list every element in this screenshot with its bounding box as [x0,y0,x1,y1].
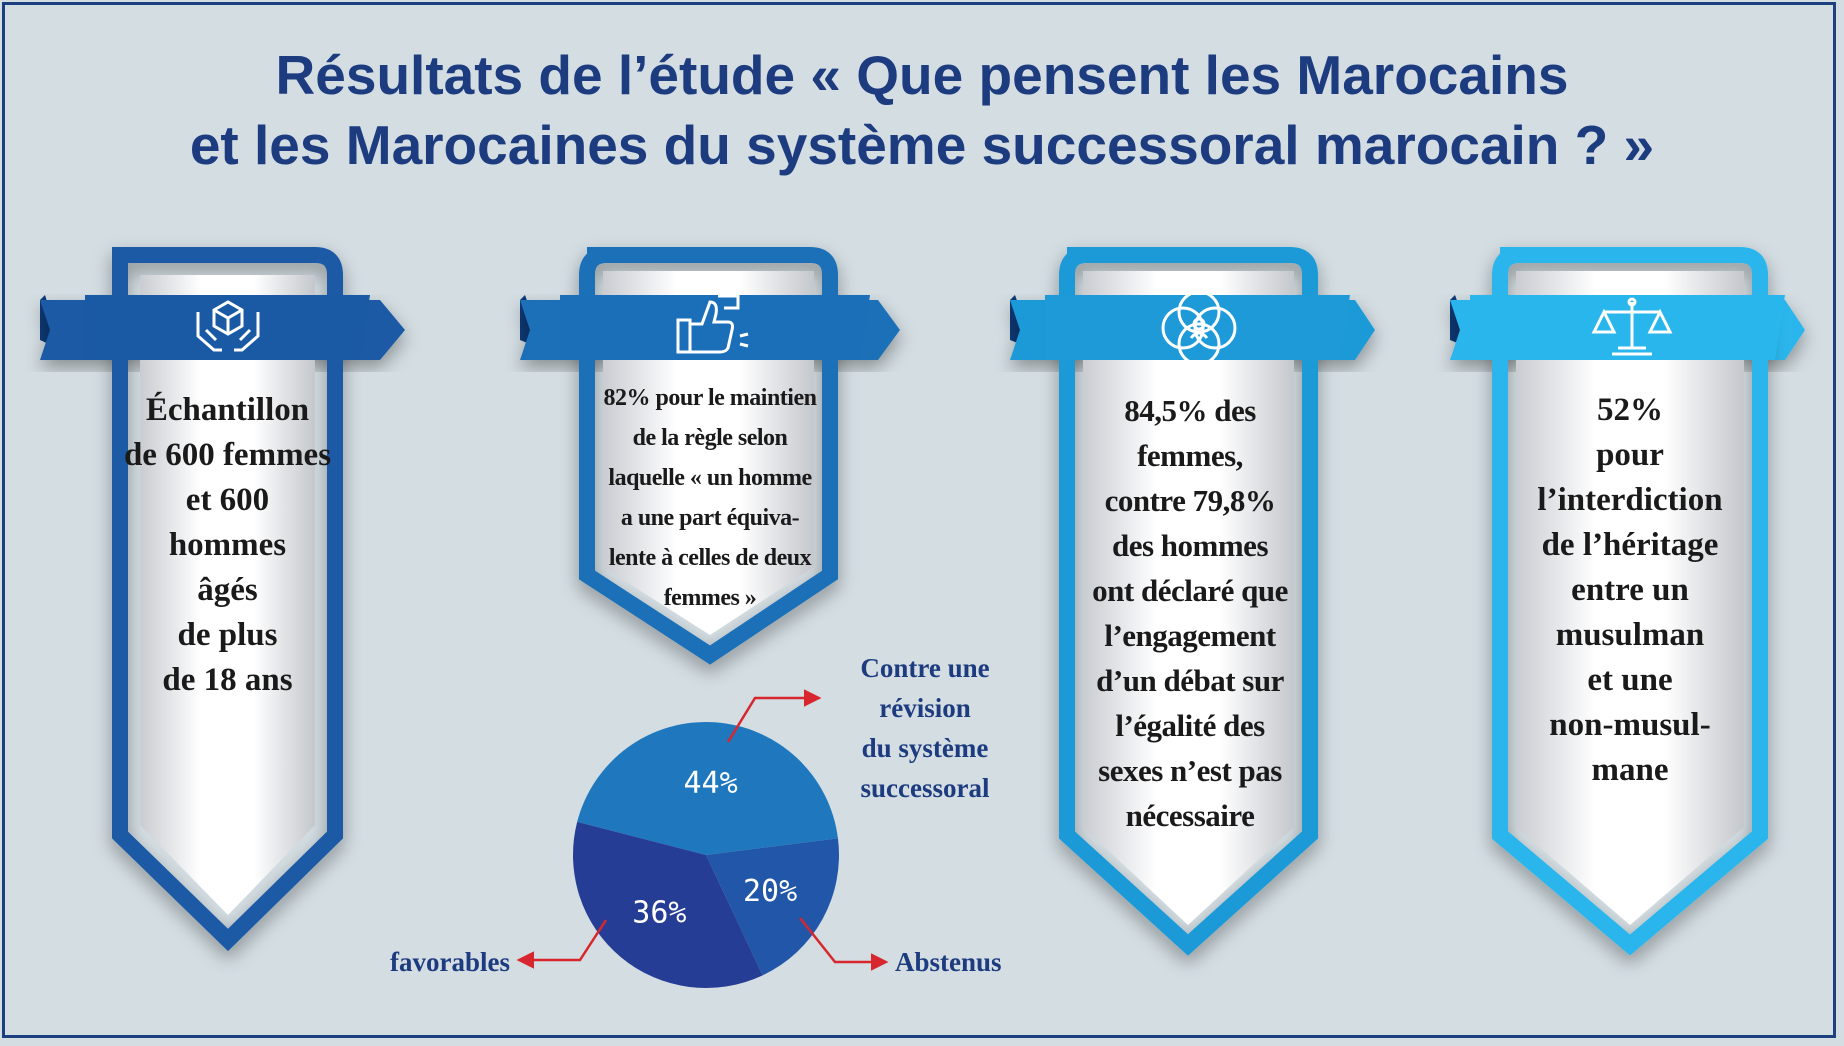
card-1-line: de plus [177,617,278,653]
card-rule [520,247,900,665]
card-3-line: l’engagement [1104,618,1276,653]
card-4-line: non-musul- [1549,707,1711,743]
card-2-line: femmes » [663,585,757,611]
arrow-contre [726,689,822,743]
card-3-line: contre 79,8% [1104,483,1276,518]
pie-category-line: favorables [390,947,510,977]
pie-category-contre: Contre une révision du système successor… [830,648,1020,808]
card-body [603,271,814,635]
card-interfaith [1450,247,1805,956]
pie-category-abstenus: Abstenus [895,942,1045,982]
card-border [1059,247,1318,956]
card-sample [40,247,405,952]
arrow-abstenus [799,917,889,971]
scales-icon [1591,297,1673,356]
card-4-text: 52% pour l’interdiction de l’héritage en… [1505,388,1755,793]
card-1-line: et 600 [185,482,270,518]
card-3-line: nécessaire [1125,798,1255,833]
card-3-text: 84,5% des femmes, contre 79,8% des homme… [1065,388,1315,838]
pie-data-label: 44% [683,766,737,801]
card-3-line: sexes n’est pas [1098,753,1282,788]
pie-category-line: successoral [860,773,990,803]
pie-slice [706,838,839,976]
card-2-line: 82% pour le maintien [603,385,817,411]
card-border [579,247,838,665]
card-1-text: Échantillon de 600 femmes et 600 hommes … [100,388,355,703]
card-4-line: pour [1596,437,1664,473]
arrow-favorables [516,919,608,969]
card-4-line: musulman [1555,617,1705,653]
card-3-line: d’un débat sur [1096,663,1284,698]
card-border [1492,247,1768,956]
card-3-line: des hommes [1111,528,1269,563]
card-4-line: et une [1587,662,1673,698]
card-debate [1010,247,1375,956]
page-title: Résultats de l’étude « Que pensent les M… [0,40,1844,180]
card-body [140,275,315,915]
ribbon-band [560,295,870,360]
pie-data-label: 20% [743,874,797,909]
card-2-line: lente à celles de deux [608,545,812,571]
ribbon-band [1470,295,1785,360]
card-border [112,247,343,952]
pie-category-line: du système [861,733,989,763]
card-4-line: mane [1591,752,1669,788]
pie-chart: 44% 20% 36% [573,722,839,988]
pie-slice [577,722,838,855]
card-1-line: Échantillon [145,392,310,428]
card-2-line: de la règle selon [632,425,788,451]
card-1-line: hommes [168,527,287,563]
card-2-line: laquelle « un homme [608,465,812,491]
pie-slice [573,821,763,988]
pie-category-favorables: favorables [360,942,510,982]
card-4-line: l’interdiction [1537,482,1723,518]
pie-data-label: 36% [632,895,686,930]
card-4-line: de l’héritage [1541,527,1719,563]
card-3-line: ont déclaré que [1092,573,1288,608]
card-1-line: de 600 femmes [123,437,332,473]
pie-category-line: Abstenus [895,947,1002,977]
card-body [1516,271,1744,925]
card-4-line: entre un [1571,572,1689,608]
title-line-1: Résultats de l’étude « Que pensent les M… [275,44,1569,106]
card-1-line: âgés [197,572,258,608]
title-line-2: et les Marocaines du système successoral… [189,114,1655,176]
card-body [1083,271,1294,925]
card-2-text: 82% pour le maintien de la règle selon l… [575,378,845,618]
hands-box-icon [196,300,260,352]
overlapping-circles-icon [1161,290,1237,366]
card-3-line: femmes, [1137,438,1243,473]
pie-arrows [516,689,889,971]
card-4-line: 52% [1597,392,1663,428]
thumbs-up-icon [676,294,749,354]
card-2-line: a une part équiva- [620,505,800,531]
pie-category-line: Contre une [860,653,990,683]
card-3-line: l’égalité des [1115,708,1265,743]
card-1-line: de 18 ans [162,662,293,698]
pie-category-line: révision [879,693,971,723]
card-3-line: 84,5% des [1124,393,1256,428]
